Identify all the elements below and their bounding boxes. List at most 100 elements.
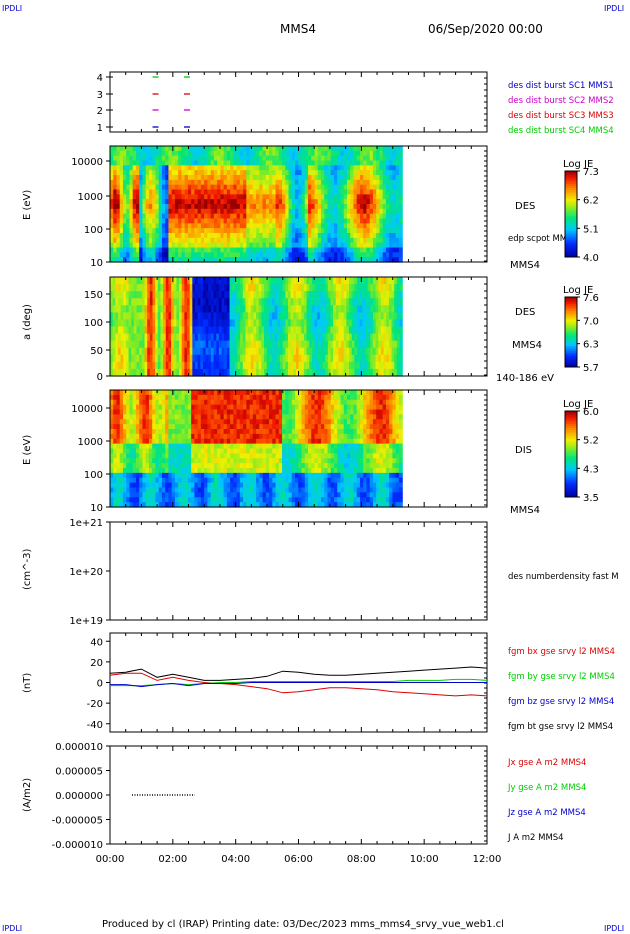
des-energy-spectrogram [110, 146, 403, 263]
y-tick-label: 0.000005 [55, 767, 103, 778]
side-label: edp scpot MMS4 [508, 234, 578, 244]
x-tick-label: 02:00 [158, 854, 187, 865]
colorbar-title: Log JE [563, 399, 593, 410]
y-axis-label: a (deg) [22, 304, 33, 340]
side-label: 140-186 eV [496, 373, 554, 384]
x-tick-label: 04:00 [221, 854, 250, 865]
y-tick-label: 50 [90, 346, 103, 357]
y-tick-label: 1e+21 [69, 518, 103, 529]
y-axis-label: E (eV) [22, 435, 33, 465]
y-tick-label: -0.000005 [52, 816, 103, 827]
y-tick-label: 0.000000 [55, 791, 103, 802]
date-title: 06/Sep/2020 00:00 [428, 22, 543, 36]
colorbar-tick-label: 7.6 [583, 293, 599, 304]
side-label: DES [515, 201, 535, 212]
colorbar-tick-label: 6.3 [583, 340, 599, 351]
y-tick-label: 2 [97, 106, 103, 117]
y-tick-label: 1e+20 [69, 567, 103, 578]
colorbar-tick-label: 3.5 [583, 493, 599, 504]
dis-energy-colorbar [564, 410, 578, 498]
legend-entry: fgm by gse srvy l2 MMS4 [508, 672, 615, 682]
y-tick-label: -40 [87, 720, 103, 731]
side-label: MMS4 [512, 340, 542, 351]
y-tick-label: 100 [84, 225, 103, 236]
panel-burst-frame [109, 71, 488, 133]
legend-entry: des numberdensity fast M [508, 572, 619, 582]
x-tick-label: 08:00 [347, 854, 376, 865]
x-tick-label: 00:00 [96, 854, 125, 865]
y-axis-label: (nT) [22, 673, 33, 693]
corner-label-top-right: IPDLI [604, 4, 625, 13]
y-tick-label: 0 [97, 372, 103, 383]
colorbar-tick-label: 5.1 [583, 224, 599, 235]
colorbar-frame [564, 170, 578, 258]
y-tick-label: 3 [97, 90, 103, 101]
bfield-series-line [109, 666, 488, 681]
y-tick-label: 100 [84, 318, 103, 329]
legend-entry: des dist burst SC2 MMS2 [508, 96, 614, 106]
legend-entry: fgm bx gse srvy l2 MMS4 [508, 647, 615, 657]
colorbar-tick-label: 5.2 [583, 436, 599, 447]
corner-label-top-left: IPDLI [2, 4, 23, 13]
colorbar-frame [564, 410, 578, 498]
dis-energy-spectrogram [110, 390, 403, 508]
y-tick-label: 1000 [78, 437, 103, 448]
x-tick-label: 10:00 [410, 854, 439, 865]
y-tick-label: -20 [87, 699, 103, 710]
y-tick-label: 10 [90, 258, 103, 269]
legend-entry: Jz gse A m2 MMS4 [507, 808, 586, 818]
legend-entry: des dist burst SC4 MMS4 [508, 126, 614, 136]
side-label: MMS4 [510, 505, 540, 516]
y-tick-label: 10000 [71, 404, 103, 415]
y-tick-label: 1e+19 [69, 616, 103, 627]
x-tick-label: 12:00 [473, 854, 502, 865]
y-tick-label: 150 [84, 290, 103, 301]
legend-entry: J A m2 MMS4 [507, 833, 564, 843]
legend-entry: Jx gse A m2 MMS4 [507, 758, 586, 768]
legend-entry: fgm bz gse srvy l2 MMS4 [508, 697, 614, 707]
panel-density-frame [109, 521, 488, 621]
colorbar-tick-label: 7.3 [583, 167, 599, 178]
colorbar-title: Log JE [563, 159, 593, 170]
colorbar-tick-label: 6.2 [583, 196, 599, 207]
y-axis-label: (cm^-3) [22, 549, 33, 590]
legend-entry: des dist burst SC1 MMS1 [508, 81, 614, 91]
side-label: MMS4 [510, 260, 540, 271]
y-tick-label: 1 [97, 123, 103, 134]
corner-label-bottom-right: IPDLI [604, 924, 625, 933]
y-tick-label: 4 [97, 73, 103, 84]
panel-current-frame [109, 745, 488, 845]
y-tick-label: -0.000010 [52, 840, 103, 851]
corner-label-bottom-left: IPDLI [2, 924, 23, 933]
des-energy-colorbar [564, 170, 578, 258]
colorbar-tick-label: 7.0 [583, 316, 599, 327]
y-tick-label: 10000 [71, 157, 103, 168]
y-tick-label: 40 [90, 637, 103, 648]
colorbar-tick-label: 4.3 [583, 464, 599, 475]
des-pitch-colorbar [564, 296, 578, 368]
y-tick-label: 20 [90, 658, 103, 669]
spacecraft-title: MMS4 [280, 22, 316, 36]
colorbar-tick-label: 4.0 [583, 253, 599, 264]
colorbar-tick-label: 5.7 [583, 363, 599, 374]
y-tick-label: 0.000010 [55, 742, 103, 753]
colorbar-frame [564, 296, 578, 368]
bfield-series-line [110, 682, 487, 688]
y-tick-label: 100 [84, 470, 103, 481]
legend-entry: fgm bt gse srvy l2 MMS4 [508, 722, 613, 732]
legend-entry: des dist burst SC3 MMS3 [508, 111, 614, 121]
side-label: DIS [515, 445, 532, 456]
des-pitch-spectrogram [110, 277, 403, 377]
y-tick-label: 10 [90, 503, 103, 514]
y-axis-label: (A/m2) [22, 778, 33, 812]
colorbar-title: Log JE [563, 285, 593, 296]
bfield-series-line [109, 672, 488, 697]
colorbar-tick-label: 6.0 [583, 407, 599, 418]
legend-entry: Jy gse A m2 MMS4 [507, 783, 586, 793]
y-tick-label: 1000 [78, 192, 103, 203]
y-tick-label: 0 [97, 679, 103, 690]
footer-credits: Produced by cl (IRAP) Printing date: 03/… [102, 919, 504, 930]
y-axis-label: E (eV) [22, 190, 33, 220]
